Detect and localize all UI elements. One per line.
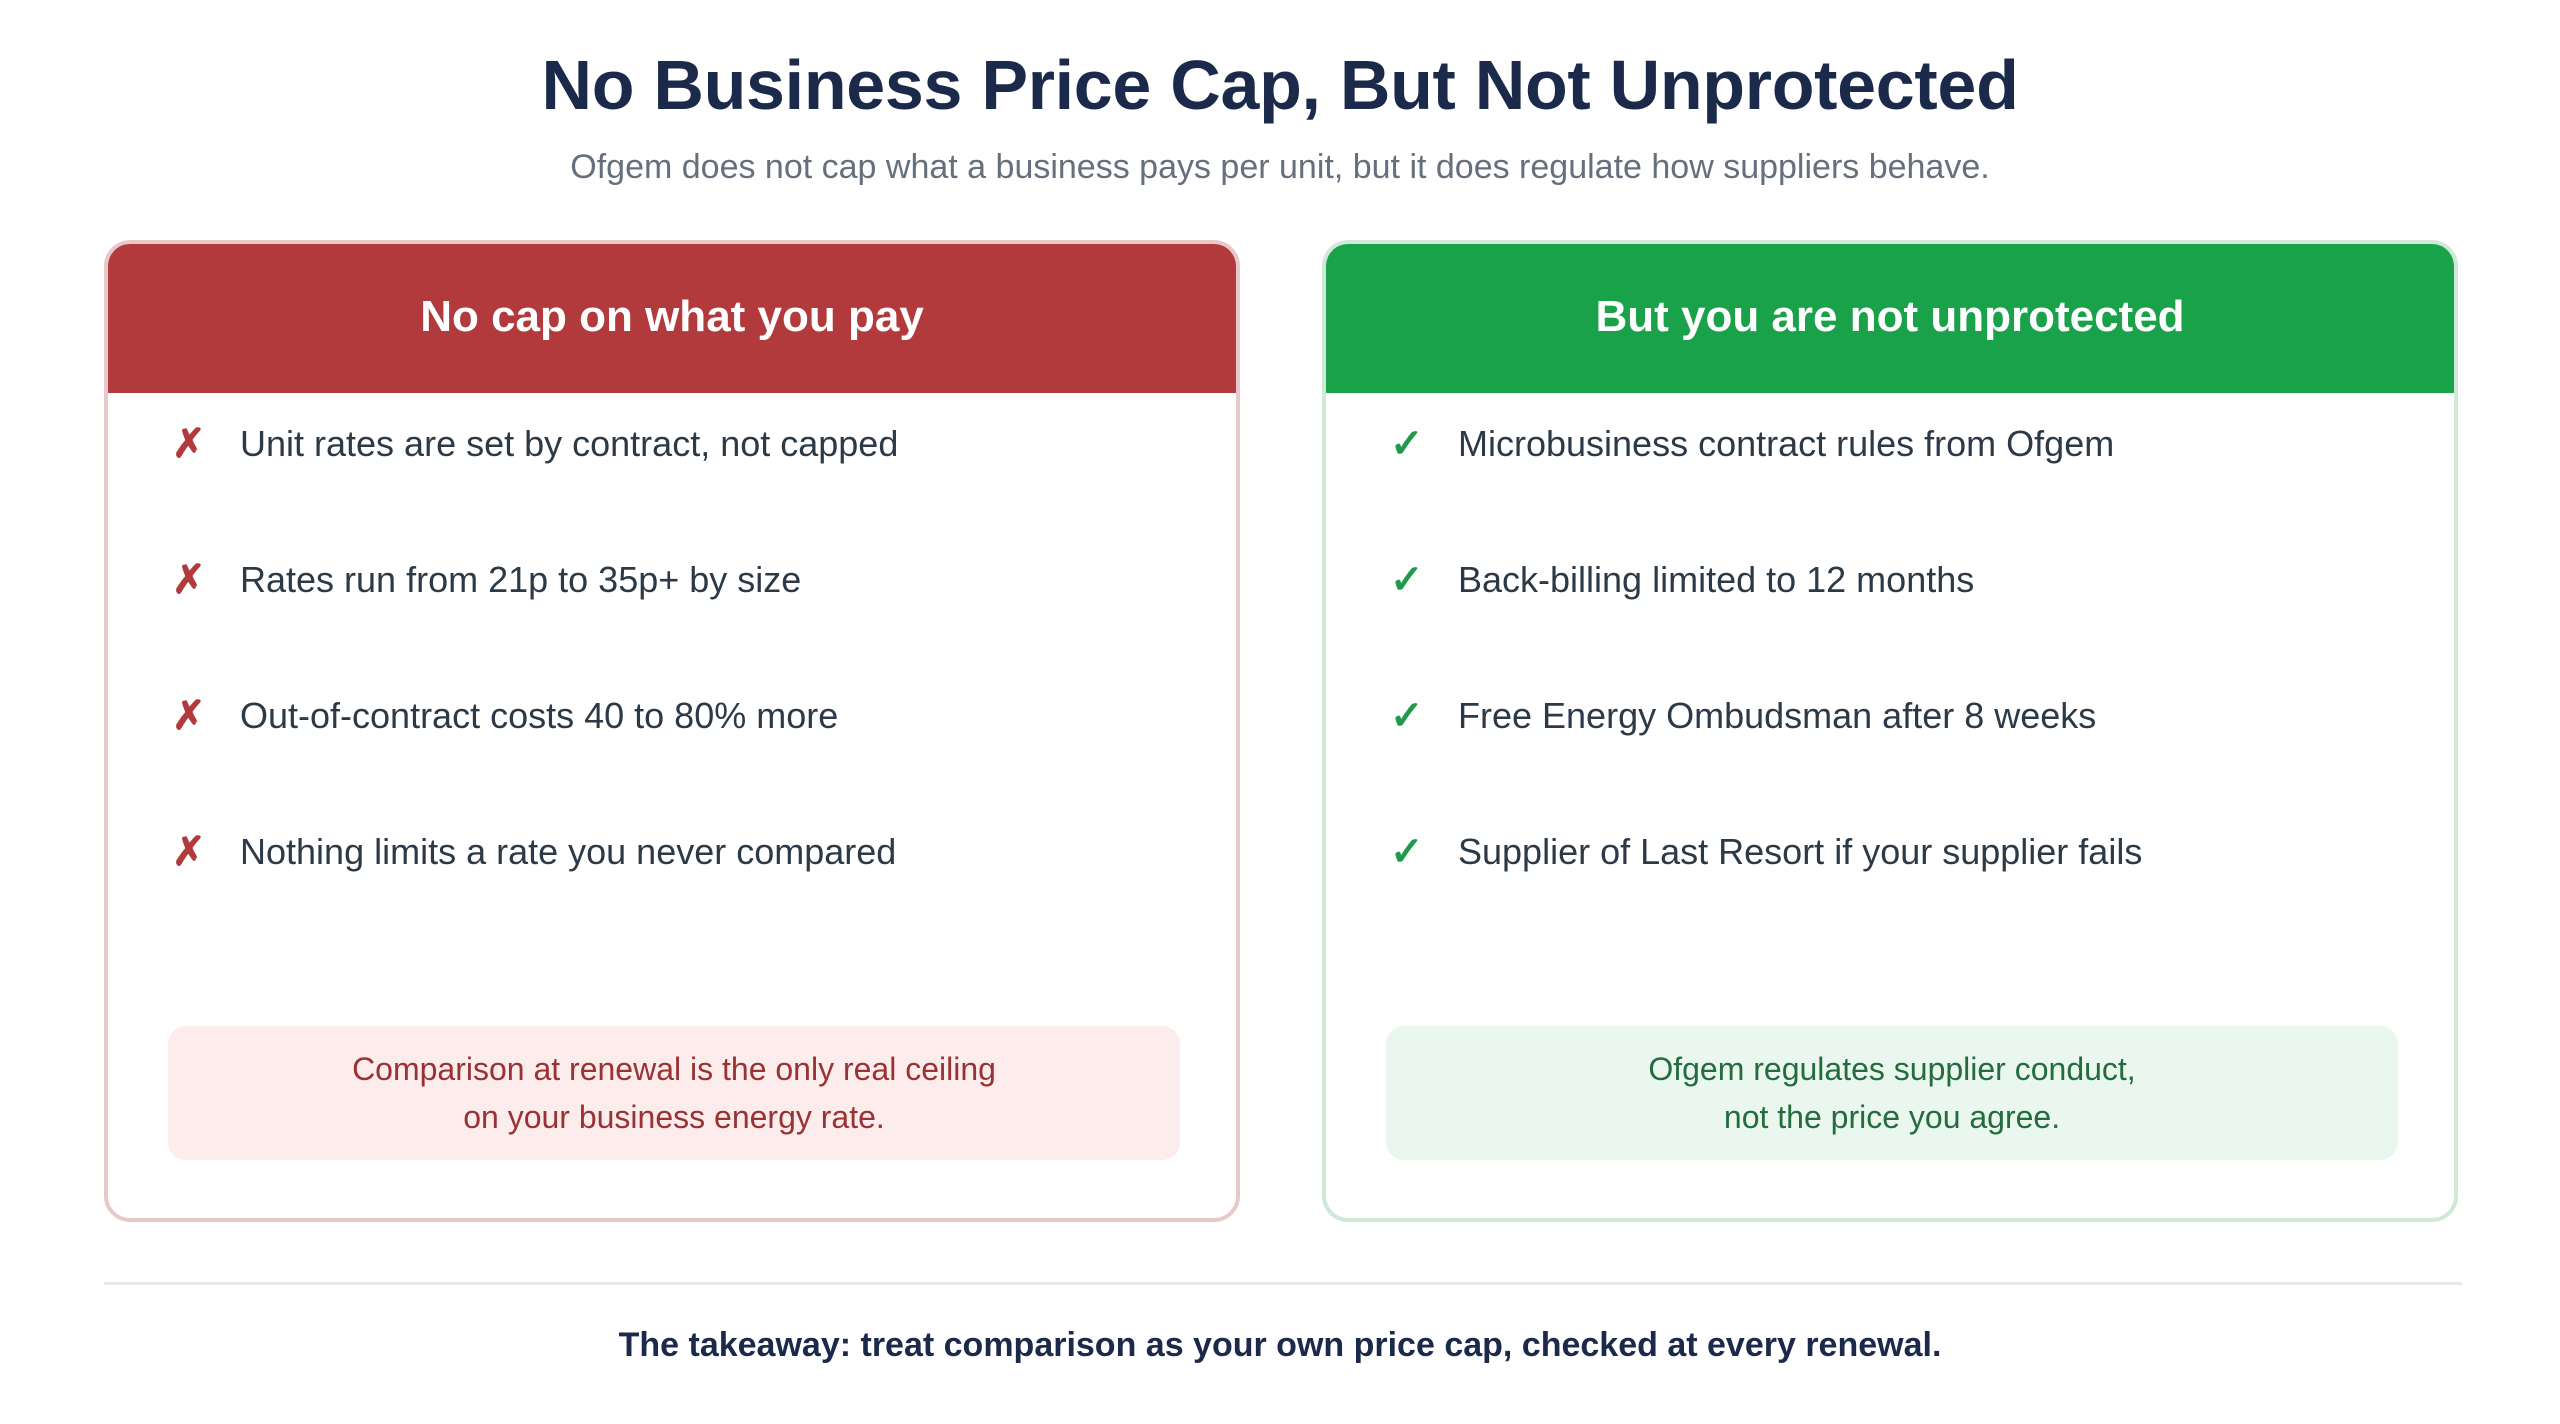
no-cap-card: No cap on what you pay ✗ Unit rates are … xyxy=(104,240,1240,1222)
list-item: ✓ Supplier of Last Resort if your suppli… xyxy=(1390,827,2390,963)
list-item-text: Microbusiness contract rules from Ofgem xyxy=(1458,423,2115,464)
note-line: on your business energy rate. xyxy=(463,1099,885,1135)
list-item-text: Out-of-contract costs 40 to 80% more xyxy=(240,695,839,736)
list-item: ✓ Back-billing limited to 12 months xyxy=(1390,555,2390,691)
list-item: ✗ Out-of-contract costs 40 to 80% more xyxy=(172,691,1172,827)
list-item-text: Back-billing limited to 12 months xyxy=(1458,559,1975,600)
protections-card: But you are not unprotected ✓ Microbusin… xyxy=(1322,240,2458,1222)
list-item-text: Supplier of Last Resort if your supplier… xyxy=(1458,831,2143,872)
check-icon: ✓ xyxy=(1390,694,1424,738)
list-item: ✗ Rates run from 21p to 35p+ by size xyxy=(172,555,1172,691)
list-item-text: Free Energy Ombudsman after 8 weeks xyxy=(1458,695,2097,736)
protections-note: Ofgem regulates supplier conduct, not th… xyxy=(1386,1026,2398,1160)
list-item-text: Nothing limits a rate you never compared xyxy=(240,831,897,872)
check-icon: ✓ xyxy=(1390,558,1424,602)
list-item: ✗ Nothing limits a rate you never compar… xyxy=(172,827,1172,963)
cross-icon: ✗ xyxy=(172,830,206,874)
footer-divider xyxy=(104,1282,2462,1285)
no-cap-card-heading: No cap on what you pay xyxy=(108,244,1236,393)
page-title: No Business Price Cap, But Not Unprotect… xyxy=(541,46,2019,124)
page-subtitle: Ofgem does not cap what a business pays … xyxy=(570,148,1990,186)
list-item: ✗ Unit rates are set by contract, not ca… xyxy=(172,419,1172,555)
list-item-text: Rates run from 21p to 35p+ by size xyxy=(240,559,802,600)
protections-list: ✓ Microbusiness contract rules from Ofge… xyxy=(1390,419,2390,963)
note-line: not the price you agree. xyxy=(1723,1099,2061,1135)
protections-card-heading: But you are not unprotected xyxy=(1326,244,2454,393)
list-item: ✓ Free Energy Ombudsman after 8 weeks xyxy=(1390,691,2390,827)
no-cap-list: ✗ Unit rates are set by contract, not ca… xyxy=(172,419,1172,963)
check-icon: ✓ xyxy=(1390,830,1424,874)
note-line: Comparison at renewal is the only real c… xyxy=(352,1051,996,1087)
no-cap-note: Comparison at renewal is the only real c… xyxy=(168,1026,1180,1160)
note-line: Ofgem regulates supplier conduct, xyxy=(1648,1051,2136,1087)
takeaway-text: The takeaway: treat comparison as your o… xyxy=(618,1326,1942,1364)
cross-icon: ✗ xyxy=(172,558,206,602)
list-item: ✓ Microbusiness contract rules from Ofge… xyxy=(1390,419,2390,555)
cross-icon: ✗ xyxy=(172,422,206,466)
cross-icon: ✗ xyxy=(172,694,206,738)
check-icon: ✓ xyxy=(1390,422,1424,466)
list-item-text: Unit rates are set by contract, not capp… xyxy=(240,423,899,464)
